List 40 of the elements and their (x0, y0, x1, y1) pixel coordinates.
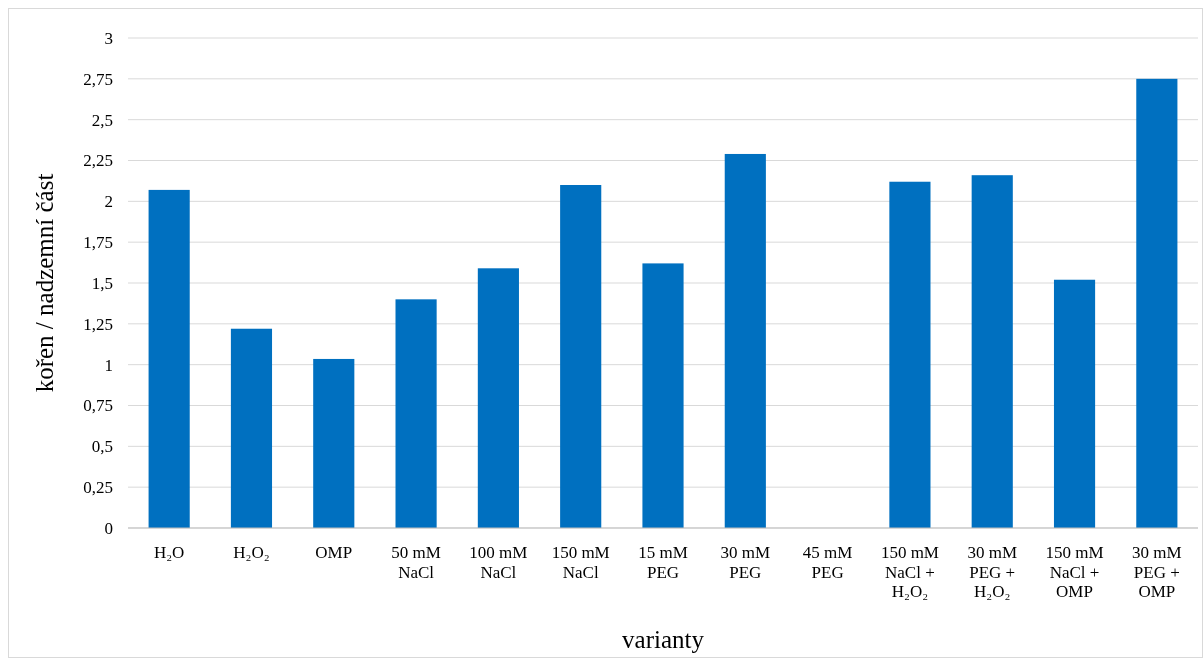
x-tick-label: H₂O (153, 543, 185, 562)
x-tick-label: H₂O₂ (233, 543, 270, 562)
bar (1136, 78, 1178, 528)
x-tick-label: 45 mM PEG (802, 543, 853, 582)
y-tick-label: 2,75 (83, 69, 113, 89)
y-tick-label: 3 (104, 28, 113, 48)
y-tick-label: 2,5 (91, 110, 113, 130)
y-tick-label: 1,75 (83, 233, 113, 253)
x-tick-label: 30 mM PEG + OMP (1132, 543, 1182, 602)
x-tick-label: 100 mM NaCl (469, 543, 528, 582)
x-tick-label: 150 mM NaCl + H₂O₂ (880, 543, 939, 602)
x-tick-label: 150 mM NaCl (551, 543, 610, 582)
bar (971, 175, 1013, 528)
y-tick-label: 2 (104, 192, 113, 212)
x-axis-title: varianty (622, 626, 705, 653)
x-tick-label: OMP (315, 543, 353, 562)
y-tick-label: 1,5 (91, 273, 113, 293)
bar (560, 185, 602, 528)
bar (724, 153, 766, 528)
bar (395, 299, 437, 528)
x-tick-label: 15 mM PEG (638, 543, 688, 582)
bar (642, 263, 684, 528)
y-tick-label: 0,5 (91, 437, 113, 457)
y-axis-title: kořen / nadzemní část (31, 173, 58, 393)
x-tick-label: 30 mM PEG + H₂O₂ (967, 543, 1018, 602)
x-tick-label: 30 mM PEG (720, 543, 771, 582)
y-tick-label: 0,75 (83, 396, 113, 416)
y-tick-label: 0,25 (83, 478, 113, 498)
bar (477, 268, 519, 528)
bar (230, 328, 273, 528)
y-tick-label: 1 (104, 355, 113, 375)
bar (148, 189, 190, 528)
y-tick-label: 2,25 (83, 151, 113, 171)
x-tick-label: 150 mM NaCl + OMP (1045, 543, 1104, 602)
bar (313, 358, 355, 528)
bar (1053, 279, 1096, 528)
y-tick-label: 1,25 (83, 314, 113, 334)
x-tick-label: 50 mM NaCl (391, 543, 441, 582)
y-tick-label: 0 (104, 518, 113, 538)
bar (889, 181, 931, 528)
